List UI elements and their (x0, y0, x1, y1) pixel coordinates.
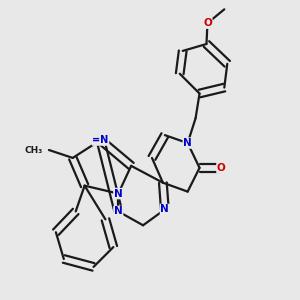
Text: N: N (114, 189, 123, 199)
Text: N: N (114, 206, 123, 216)
Text: =N: =N (92, 135, 109, 145)
Text: O: O (217, 163, 226, 173)
Text: CH₃: CH₃ (25, 146, 43, 154)
Text: N: N (160, 204, 169, 214)
Text: N: N (183, 138, 192, 148)
Text: O: O (203, 18, 212, 28)
